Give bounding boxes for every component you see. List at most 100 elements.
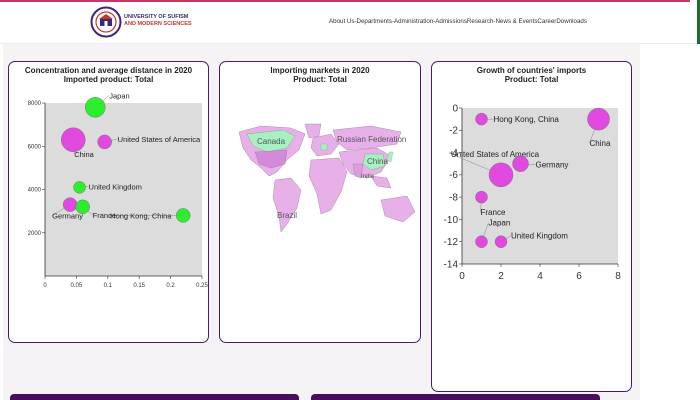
x-tick-label: 2 [498, 271, 504, 282]
map-region-southeast-asia [370, 175, 392, 189]
y-tick-label: -2 [449, 126, 458, 137]
map-label-russia: Russian Federation [337, 135, 406, 144]
y-tick-label: -8 [449, 192, 458, 203]
map-title-line-2: Product: Total [293, 75, 347, 84]
world-map[interactable]: Canada Russian Federation China India Br… [221, 120, 421, 270]
data-point [475, 190, 488, 204]
concentration-scatter-chart: 0 0.05 0.1 0.15 0.2 0.25 2000 4000 6000 8000 Japan… [28, 91, 209, 289]
data-point [75, 199, 90, 215]
site-header: UNIVERSITY OF SUFISM AND MODERN SCIENCES… [0, 0, 700, 44]
nav-career[interactable]: Career [537, 18, 557, 25]
data-point [175, 208, 191, 223]
map-region-greenland [304, 123, 322, 139]
point-label: United States of America [118, 135, 201, 144]
nav-separator: - [391, 18, 394, 25]
import-growth-scatter-chart: 0 2 4 6 8 0 -2 -4 -6 -8 -10 -12 -14 Hong Kong, China C… [444, 103, 622, 282]
data-point [62, 197, 78, 212]
map-region-china [362, 153, 386, 171]
growth-title-line-2: Product: Total [504, 75, 559, 84]
point-label: United Kingdom [511, 232, 568, 241]
x-tick-label: 0.15 [133, 283, 145, 289]
y-tick-label: 4000 [28, 188, 42, 194]
x-tick-label: 4 [537, 271, 543, 282]
nav-administration[interactable]: Administration [394, 18, 434, 25]
x-tick-label: 0 [43, 283, 47, 289]
y-tick-label: -12 [444, 237, 459, 248]
point-label: United States of America [451, 150, 540, 159]
x-tick-label: 0.05 [71, 283, 83, 289]
data-point [512, 155, 529, 172]
nav-admissions[interactable]: Admissions [435, 18, 467, 25]
logo-line-1: UNIVERSITY OF SUFISM [124, 14, 189, 20]
x-tick-label: 0.25 [196, 283, 208, 289]
data-point [61, 127, 86, 153]
y-tick-label: 0 [452, 103, 458, 114]
importing-markets-card: Importing markets in 2020 Product: Total… [219, 61, 421, 343]
map-region-russia [332, 125, 402, 151]
data-point [488, 162, 514, 188]
data-point [494, 235, 508, 248]
map-region-south-america [272, 177, 302, 233]
point-label: France [93, 211, 116, 220]
growth-title-line-1: Growth of countries' imports [476, 66, 587, 75]
nav-news-events[interactable]: News & Events [495, 18, 538, 25]
x-tick-label: 6 [576, 271, 582, 282]
x-tick-label: 0.1 [104, 283, 113, 289]
map-region-germany [320, 143, 328, 151]
chart-title-line-2: Imported product: Total [63, 75, 154, 84]
university-name[interactable]: UNIVERSITY OF SUFISM AND MODERN SCIENCES [124, 14, 192, 28]
point-label: Germany [52, 212, 83, 221]
plot-area [462, 108, 618, 264]
nav-about-us[interactable]: About Us [329, 18, 355, 25]
point-label: Japan [489, 219, 511, 228]
y-tick-label: -10 [444, 215, 459, 226]
nav-separator: - [433, 18, 436, 25]
x-tick-label: 0.2 [166, 283, 175, 289]
point-label: Germany [536, 161, 569, 170]
point-label: China [590, 139, 611, 148]
map-region-africa [308, 157, 348, 215]
nav-departments[interactable]: Departments [356, 18, 392, 25]
data-point [97, 134, 112, 150]
data-point [587, 107, 610, 131]
map-region-canada [246, 129, 296, 153]
data-point [84, 97, 106, 118]
data-point [475, 235, 488, 248]
map-label-india: India [361, 174, 375, 180]
point-label: France [481, 208, 506, 217]
nav-research[interactable]: Research [466, 18, 494, 25]
import-growth-chart-title: Growth of countries' imports Product: To… [432, 66, 631, 84]
y-tick-label: 8000 [28, 101, 42, 107]
map-region-india [352, 163, 364, 179]
main-nav: About Us - Departments - Administration … [329, 18, 587, 25]
importing-markets-title: Importing markets in 2020 Product: Total [220, 66, 420, 84]
map-title-line-1: Importing markets in 2020 [270, 66, 370, 75]
chart-title-line-1: Concentration and average distance in 20… [24, 66, 193, 75]
bottom-panel-header-left [10, 394, 299, 400]
x-tick-label: 8 [615, 271, 621, 282]
y-tick-label: -6 [449, 170, 458, 181]
map-region-australia [380, 195, 416, 223]
point-label: Hong Kong, China [494, 115, 560, 124]
map-label-canada: Canada [257, 137, 286, 146]
y-tick-label: -14 [444, 259, 459, 270]
y-tick-label: 6000 [28, 144, 42, 150]
header-side-accent [697, 0, 700, 44]
point-label: United Kingdom [89, 182, 142, 191]
bottom-panel-header-right [311, 394, 600, 400]
map-region-usa [254, 149, 288, 169]
point-label: Japan [109, 91, 129, 100]
point-label: China [74, 150, 94, 159]
university-logo[interactable] [90, 6, 122, 38]
data-point [73, 181, 86, 194]
map-label-china: China [367, 157, 388, 166]
map-label-brazil: Brazil [277, 211, 297, 220]
logo-line-2: AND MODERN SCIENCES [124, 21, 192, 27]
header-accent-line [0, 0, 690, 2]
nav-downloads[interactable]: Downloads [556, 18, 587, 25]
concentration-chart-card: Concentration and average distance in 20… [8, 61, 209, 343]
nav-separator: - [493, 18, 496, 25]
nav-separator: - [354, 18, 357, 25]
x-tick-label: 0 [459, 271, 465, 282]
point-label: Hong Kong, China [110, 211, 172, 220]
